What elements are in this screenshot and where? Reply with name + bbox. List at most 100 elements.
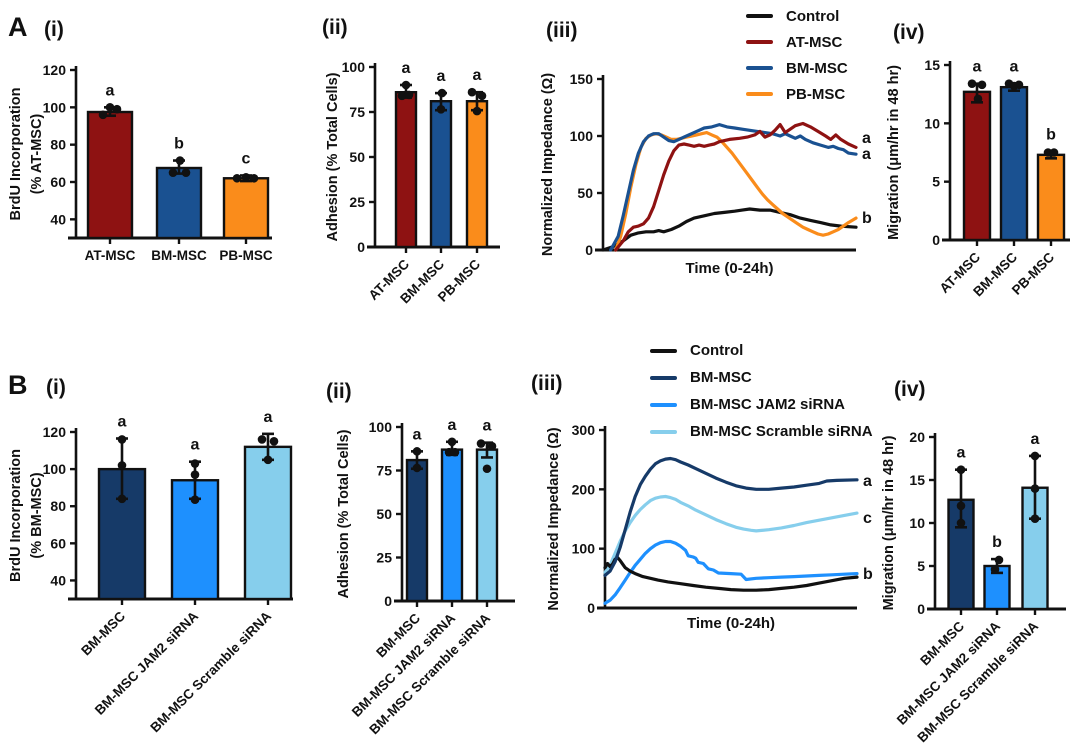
svg-text:0: 0	[357, 239, 365, 255]
svg-text:75: 75	[376, 463, 392, 479]
panel-b-iv-label: (iv)	[894, 378, 926, 401]
legend-item-jam2: BM-MSC JAM2 siRNA	[650, 391, 873, 418]
svg-text:a: a	[483, 418, 492, 435]
svg-text:15: 15	[909, 472, 925, 488]
svg-text:15: 15	[924, 57, 940, 73]
svg-text:a: a	[1010, 59, 1019, 76]
svg-text:Time (0-24h): Time (0-24h)	[687, 615, 775, 632]
svg-text:0: 0	[917, 601, 925, 617]
legend-item-pb-msc: PB-MSC	[746, 81, 848, 107]
svg-text:a: a	[413, 426, 422, 443]
svg-text:BM-MSC: BM-MSC	[151, 248, 207, 263]
svg-text:80: 80	[50, 137, 66, 153]
legend-label-pb-msc: PB-MSC	[786, 85, 846, 103]
panel-b-i-label: (i)	[46, 376, 66, 399]
panel-a-ii-label: (ii)	[322, 16, 348, 39]
svg-text:(% AT-MSC): (% AT-MSC)	[29, 114, 45, 195]
legend-label-control-b: Control	[690, 342, 744, 359]
svg-text:a: a	[862, 146, 871, 163]
svg-text:Normalized Impedance (Ω): Normalized Impedance (Ω)	[546, 427, 562, 610]
legend-label-bm-msc: BM-MSC	[786, 59, 848, 77]
svg-text:60: 60	[50, 535, 66, 551]
panel-b-ii-label: (ii)	[326, 380, 352, 403]
svg-text:300: 300	[572, 422, 596, 438]
svg-text:100: 100	[570, 128, 594, 144]
svg-text:Normalized Impedance (Ω): Normalized Impedance (Ω)	[540, 73, 556, 256]
svg-text:a: a	[1031, 431, 1040, 448]
svg-text:b: b	[1046, 126, 1056, 143]
svg-text:BM-MSC Scramble siRNA: BM-MSC Scramble siRNA	[147, 608, 274, 735]
panel-a-i-label: (i)	[44, 18, 64, 41]
svg-text:0: 0	[932, 232, 940, 248]
legend-swatch-jam2	[650, 402, 677, 407]
svg-text:80: 80	[50, 498, 66, 514]
legend-swatch-pb-msc	[746, 92, 773, 96]
panel-b-letter: B	[8, 370, 28, 400]
svg-text:a: a	[473, 67, 482, 84]
legend-swatch-bm-msc-b	[650, 375, 677, 380]
svg-text:a: a	[863, 473, 872, 490]
svg-text:100: 100	[342, 59, 366, 75]
legend-item-at-msc: AT-MSC	[746, 29, 848, 55]
svg-text:a: a	[862, 130, 871, 147]
legend-label-bm-msc-b: BM-MSC	[690, 369, 752, 386]
svg-text:0: 0	[587, 600, 595, 616]
chart-a-i-brdu: 40 60 80 100 120 BrdU Incorporation (% AT-MSC)…	[8, 62, 273, 263]
svg-text:Migration (μm/hr in 48 hr): Migration (μm/hr in 48 hr)	[881, 435, 897, 610]
svg-text:100: 100	[572, 541, 596, 557]
svg-text:Adhesion (% Total Cells): Adhesion (% Total Cells)	[336, 429, 352, 598]
legend-swatch-control	[746, 14, 773, 18]
svg-text:Time (0-24h): Time (0-24h)	[685, 260, 773, 277]
svg-text:0: 0	[384, 593, 392, 609]
legend-label-control: Control	[786, 7, 840, 25]
svg-text:10: 10	[924, 115, 940, 131]
legend-swatch-control-b	[650, 348, 677, 353]
svg-text:40: 40	[50, 211, 66, 227]
svg-text:a: a	[402, 60, 411, 77]
svg-text:b: b	[992, 534, 1002, 551]
svg-text:c: c	[242, 150, 251, 167]
svg-text:120: 120	[43, 424, 67, 440]
svg-text:5: 5	[932, 174, 940, 190]
svg-text:BrdU Incorporation: BrdU Incorporation	[8, 88, 24, 221]
legend-label-at-msc: AT-MSC	[786, 33, 843, 51]
legend-item-scramble: BM-MSC Scramble siRNA	[650, 418, 873, 445]
legend-a: Control AT-MSC BM-MSC PB-MSC	[746, 3, 848, 107]
svg-text:BM-MSC: BM-MSC	[78, 608, 128, 658]
svg-text:120: 120	[43, 62, 67, 78]
svg-text:5: 5	[917, 558, 925, 574]
svg-text:20: 20	[909, 429, 925, 445]
legend-item-control: Control	[746, 3, 848, 29]
svg-text:a: a	[448, 417, 457, 434]
legend-item-bm-msc-b: BM-MSC	[650, 364, 873, 391]
svg-text:a: a	[191, 437, 200, 454]
legend-b: Control BM-MSC BM-MSC JAM2 siRNA BM-MSC …	[650, 337, 873, 445]
panel-a-iii-label: (iii)	[546, 19, 578, 42]
svg-text:b: b	[174, 136, 184, 153]
svg-text:a: a	[264, 409, 273, 426]
svg-text:BrdU Incorporation: BrdU Incorporation	[8, 449, 24, 582]
legend-swatch-at-msc	[746, 40, 773, 44]
svg-text:25: 25	[376, 550, 392, 566]
chart-a-iii-impedance: 0 50 100 150 Normalized Impedance (Ω) aa b Time…	[540, 71, 872, 277]
svg-text:50: 50	[376, 506, 392, 522]
svg-text:b: b	[863, 566, 873, 583]
svg-text:100: 100	[369, 419, 393, 435]
svg-text:100: 100	[43, 461, 67, 477]
svg-text:25: 25	[349, 194, 365, 210]
svg-text:AT-MSC: AT-MSC	[85, 248, 136, 263]
svg-text:Migration (μm/hr in 48 hr): Migration (μm/hr in 48 hr)	[886, 65, 902, 240]
panel-a-letter: A	[8, 12, 28, 42]
svg-text:40: 40	[50, 572, 66, 588]
legend-swatch-bm-msc	[746, 66, 773, 70]
svg-text:a: a	[957, 445, 966, 462]
svg-text:a: a	[106, 82, 115, 99]
chart-b-iii-impedance: 0 100 200 300 Normalized Impedance (Ω) a c b Tim…	[546, 422, 873, 632]
svg-text:0: 0	[585, 242, 593, 258]
svg-text:60: 60	[50, 174, 66, 190]
